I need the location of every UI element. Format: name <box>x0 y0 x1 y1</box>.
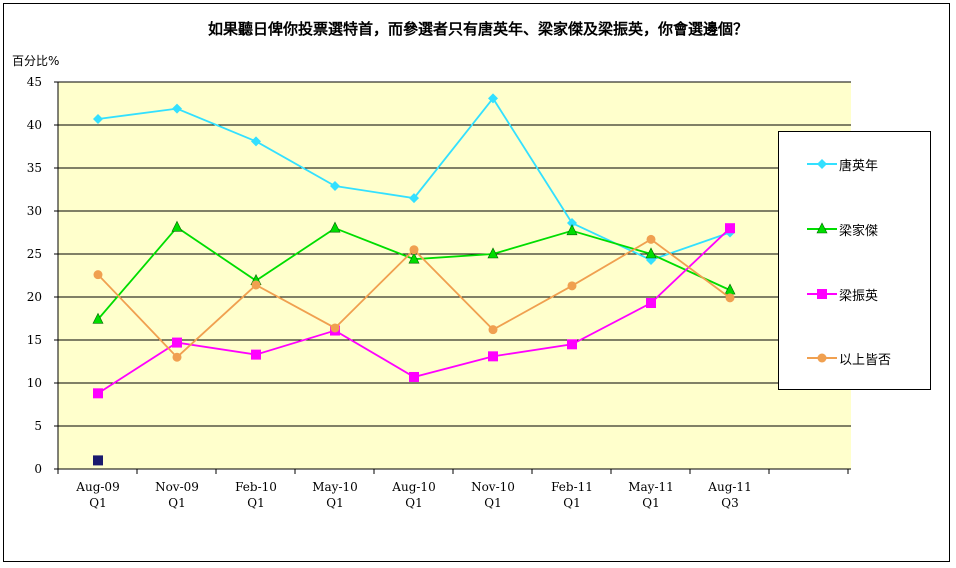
data-point <box>567 218 577 229</box>
data-point <box>487 247 499 259</box>
y-tick-label: 35 <box>27 161 42 175</box>
chart-title: 如果聽日俾你投票選特首，而參選者只有唐英年、梁家傑及梁振英，你會選邊個？ <box>207 20 748 38</box>
x-tick-label: Q1 <box>247 496 264 510</box>
x-tick-label: Aug-09 <box>75 480 119 494</box>
data-point <box>93 388 103 399</box>
data-point <box>488 351 498 362</box>
data-point <box>488 93 498 104</box>
x-tick-label: Aug-11 <box>707 480 751 494</box>
data-point <box>330 323 340 333</box>
data-point <box>567 339 577 350</box>
y-tick-label: 30 <box>27 204 42 218</box>
x-tick-label: Q1 <box>168 496 185 510</box>
legend-swatch <box>807 159 837 169</box>
data-point <box>93 113 103 124</box>
x-tick-label: Q1 <box>642 496 659 510</box>
x-tick-label: Aug-10 <box>391 480 435 494</box>
x-tick-label: May-11 <box>628 480 674 494</box>
x-tick-label: Q1 <box>89 496 106 510</box>
legend-label: 梁家傑 <box>839 224 879 239</box>
y-tick-label: 0 <box>34 462 42 476</box>
legend-item: 梁振英 <box>779 284 930 304</box>
data-point <box>409 245 419 255</box>
data-point <box>646 234 656 244</box>
data-point <box>646 298 656 309</box>
y-tick-label: 10 <box>27 376 42 390</box>
legend-label: 以上皆否 <box>839 353 892 368</box>
legend-swatch <box>807 289 837 299</box>
x-tick-label: May-10 <box>312 480 358 494</box>
x-tick-label: Q1 <box>563 496 580 510</box>
data-point <box>646 255 656 266</box>
y-tick-label: 20 <box>27 290 42 304</box>
y-tick-label: 25 <box>27 247 42 261</box>
legend-label: 梁振英 <box>839 289 879 304</box>
data-point <box>409 371 419 382</box>
data-point <box>93 270 103 280</box>
legend-swatch <box>807 353 837 363</box>
plot-area <box>58 82 851 469</box>
x-tick-label: Q1 <box>405 496 422 510</box>
x-tick-label: Q1 <box>326 496 343 510</box>
chart-legend: 唐英年梁家傑梁振英以上皆否 <box>778 131 931 390</box>
x-tick-label: Feb-11 <box>551 480 593 494</box>
legend-item: 以上皆否 <box>779 348 930 368</box>
data-point <box>172 337 182 348</box>
x-tick-label: Q1 <box>484 496 501 510</box>
data-point <box>172 103 182 114</box>
data-point <box>409 193 419 204</box>
data-point <box>251 349 261 360</box>
x-tick-label: Nov-09 <box>155 480 199 494</box>
x-tick-label: Feb-10 <box>235 480 277 494</box>
data-point <box>329 221 341 233</box>
data-point <box>408 252 420 264</box>
x-tick-label: Q3 <box>721 496 738 510</box>
data-point <box>171 220 183 232</box>
data-point <box>330 181 340 192</box>
data-point <box>172 352 182 362</box>
y-tick-label: 15 <box>27 333 42 347</box>
data-point <box>725 223 735 234</box>
legend-label: 唐英年 <box>839 159 879 174</box>
data-point <box>251 280 261 290</box>
legend-swatch <box>807 222 837 234</box>
data-point <box>251 136 261 147</box>
y-tick-label: 40 <box>27 118 42 132</box>
data-point <box>92 312 104 324</box>
y-axis-label: 百分比% <box>12 54 60 68</box>
data-point <box>488 325 498 335</box>
legend-item: 唐英年 <box>779 154 930 174</box>
stray-marker <box>93 455 103 466</box>
data-point <box>567 281 577 291</box>
y-tick-label: 5 <box>34 419 42 433</box>
legend-item: 梁家傑 <box>779 219 930 239</box>
y-tick-label: 45 <box>27 75 42 89</box>
x-tick-label: Nov-10 <box>471 480 515 494</box>
data-point <box>645 247 657 259</box>
data-point <box>566 224 578 236</box>
data-point <box>725 293 735 303</box>
